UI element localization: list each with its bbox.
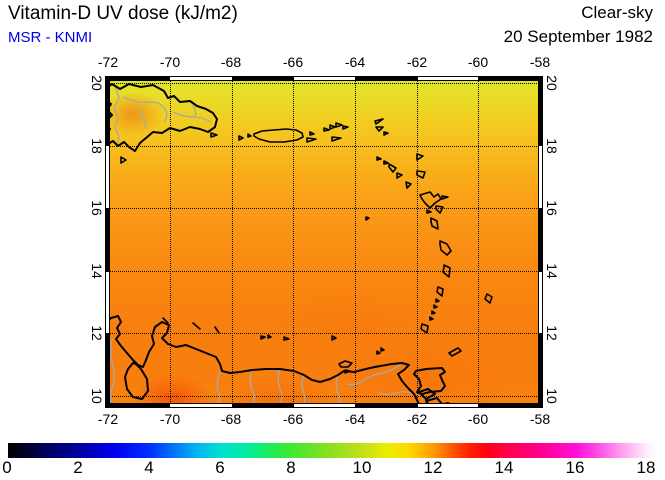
frame-segment bbox=[538, 76, 543, 146]
frame-segment bbox=[232, 403, 294, 408]
gridline-lat bbox=[105, 208, 543, 209]
frame-segment bbox=[478, 76, 543, 81]
frame-segment bbox=[105, 403, 170, 408]
date-label: 20 September 1982 bbox=[503, 27, 653, 46]
lon-tick-top: -60 bbox=[467, 54, 489, 70]
gridline-lon bbox=[355, 76, 356, 408]
gridline-lon bbox=[170, 76, 171, 408]
frame-segment bbox=[538, 333, 543, 408]
lat-tick-right: 12 bbox=[544, 325, 560, 341]
frame-segment bbox=[538, 208, 543, 272]
coastline-hispaniola bbox=[105, 83, 218, 152]
frame-segment bbox=[105, 333, 110, 408]
frame-segment bbox=[232, 76, 294, 81]
colorbar-tick: 16 bbox=[565, 458, 585, 477]
lat-tick-right: 10 bbox=[544, 388, 560, 404]
colorbar-tick: 12 bbox=[423, 458, 443, 477]
colorbar-tick: 10 bbox=[352, 458, 372, 477]
coastline-islands bbox=[120, 118, 493, 374]
lon-tick-bottom: -62 bbox=[406, 411, 428, 427]
lat-tick-left: 20 bbox=[89, 75, 105, 91]
frame-segment bbox=[169, 76, 233, 81]
lon-tick-bottom: -72 bbox=[97, 411, 119, 427]
lon-tick-top: -58 bbox=[529, 54, 551, 70]
frame-segment bbox=[538, 271, 543, 334]
lat-tick-right: 18 bbox=[544, 138, 560, 154]
frame-segment bbox=[105, 208, 110, 272]
frame-segment bbox=[538, 145, 543, 209]
frame-segment bbox=[105, 145, 110, 209]
colorbar-tick: 0 bbox=[2, 458, 12, 477]
lat-tick-right: 16 bbox=[544, 200, 560, 216]
lon-tick-bottom: -64 bbox=[344, 411, 366, 427]
page-title: Vitamin-D UV dose (kJ/m2) bbox=[8, 3, 238, 24]
frame-segment bbox=[169, 403, 233, 408]
gridline-lat bbox=[105, 271, 543, 272]
frame-segment bbox=[105, 271, 110, 334]
lat-tick-left: 18 bbox=[89, 138, 105, 154]
lon-tick-bottom: -58 bbox=[529, 411, 551, 427]
frame-segment bbox=[105, 76, 110, 146]
lon-tick-top: -66 bbox=[282, 54, 304, 70]
gridline-lon bbox=[232, 76, 233, 408]
colorbar-tick: 4 bbox=[144, 458, 154, 477]
lat-tick-right: 14 bbox=[544, 263, 560, 279]
lon-tick-bottom: -66 bbox=[282, 411, 304, 427]
coastline-south-america bbox=[105, 315, 514, 408]
frame-segment bbox=[105, 76, 170, 81]
lat-tick-left: 10 bbox=[89, 388, 105, 404]
sky-condition-label: Clear-sky bbox=[581, 3, 653, 22]
colorbar-tick: 14 bbox=[494, 458, 514, 477]
inland-borders-rivers bbox=[109, 85, 441, 408]
lon-tick-top: -72 bbox=[97, 54, 119, 70]
lon-tick-top: -70 bbox=[159, 54, 181, 70]
frame-segment bbox=[478, 403, 543, 408]
map-raster bbox=[105, 76, 543, 408]
gridline-lon bbox=[478, 76, 479, 408]
lat-tick-left: 14 bbox=[89, 263, 105, 279]
frame-segment bbox=[417, 403, 479, 408]
lon-tick-top: -62 bbox=[406, 54, 428, 70]
lon-tick-bottom: -68 bbox=[220, 411, 242, 427]
frame-segment bbox=[293, 76, 356, 81]
gridline-lon bbox=[293, 76, 294, 408]
colorbar-tick: 8 bbox=[286, 458, 296, 477]
source-label: MSR - KNMI bbox=[8, 29, 93, 46]
gridline-lat bbox=[105, 146, 543, 147]
gridline-lat bbox=[105, 83, 543, 84]
frame-segment bbox=[293, 403, 356, 408]
colorbar-tick: 2 bbox=[73, 458, 83, 477]
lon-tick-top: -64 bbox=[344, 54, 366, 70]
frame-segment bbox=[355, 76, 418, 81]
lon-tick-top: -68 bbox=[220, 54, 242, 70]
colorbar-tick: 6 bbox=[215, 458, 225, 477]
lon-tick-bottom: -60 bbox=[467, 411, 489, 427]
lon-tick-bottom: -70 bbox=[159, 411, 181, 427]
lat-tick-right: 20 bbox=[544, 75, 560, 91]
colorbar-tick: 18 bbox=[636, 458, 656, 477]
gridline-lon bbox=[417, 76, 418, 408]
lat-tick-left: 12 bbox=[89, 325, 105, 341]
frame-segment bbox=[417, 76, 479, 81]
frame-segment bbox=[355, 403, 418, 408]
lat-tick-left: 16 bbox=[89, 200, 105, 216]
colorbar-gradient bbox=[8, 443, 658, 458]
